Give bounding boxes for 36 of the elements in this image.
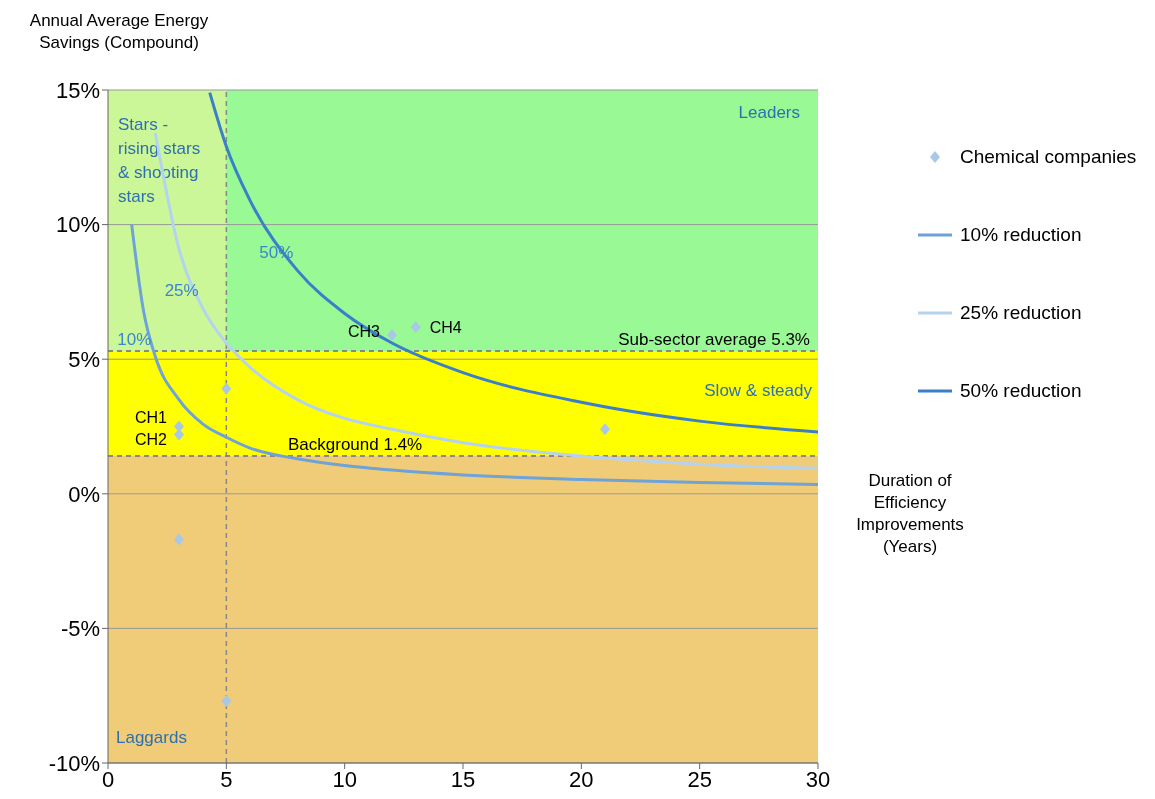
ref-line-label: Background 1.4%	[288, 435, 423, 455]
x-tick-label: 0	[101, 766, 115, 792]
legend-label: Chemical companies	[960, 146, 1137, 168]
x-tick-label: 10	[332, 766, 357, 792]
point	[387, 328, 397, 341]
y-axis-title: Annual Average Energy Savings (Compound)	[28, 10, 210, 54]
point	[410, 320, 421, 333]
y-tick-label: 15%	[55, 77, 100, 103]
x-tick-label: 20	[569, 766, 594, 792]
band-label: Slow & steady	[704, 380, 813, 400]
point	[221, 382, 232, 395]
annotation: CH1	[134, 408, 168, 426]
y-tick-label: 10%	[55, 212, 100, 238]
band-label: Laggards	[116, 728, 187, 747]
annotation: CH4	[429, 318, 462, 336]
line-series	[208, 91, 818, 434]
legend-label: 10% reduction	[960, 224, 1082, 246]
y-tick-label: 0%	[68, 481, 100, 507]
x-tick-label: 30	[805, 766, 831, 792]
x-tick-label: 25	[687, 766, 712, 792]
y-tick-label: -10%	[48, 750, 100, 776]
ref-line-label: Sub-sector average 5.3%	[618, 330, 810, 350]
x-tick-label: 5	[220, 766, 233, 792]
annotation: CH2	[134, 430, 168, 448]
point	[221, 695, 232, 708]
annotation: CH3	[347, 322, 381, 340]
band-label: Leaders	[738, 103, 800, 122]
legend-label: 50% reduction	[960, 380, 1082, 402]
point	[174, 533, 184, 546]
legend-label: 25% reduction	[960, 302, 1082, 324]
band-label: Stars - rising stars & shooting stars	[118, 115, 201, 206]
y-tick-label: 5%	[68, 347, 100, 373]
y-tick-label: -5%	[60, 616, 100, 642]
x-axis-title: Duration of Efficiency Improvements (Years)	[855, 470, 965, 558]
point	[600, 423, 610, 436]
x-tick-label: 15	[450, 766, 476, 792]
